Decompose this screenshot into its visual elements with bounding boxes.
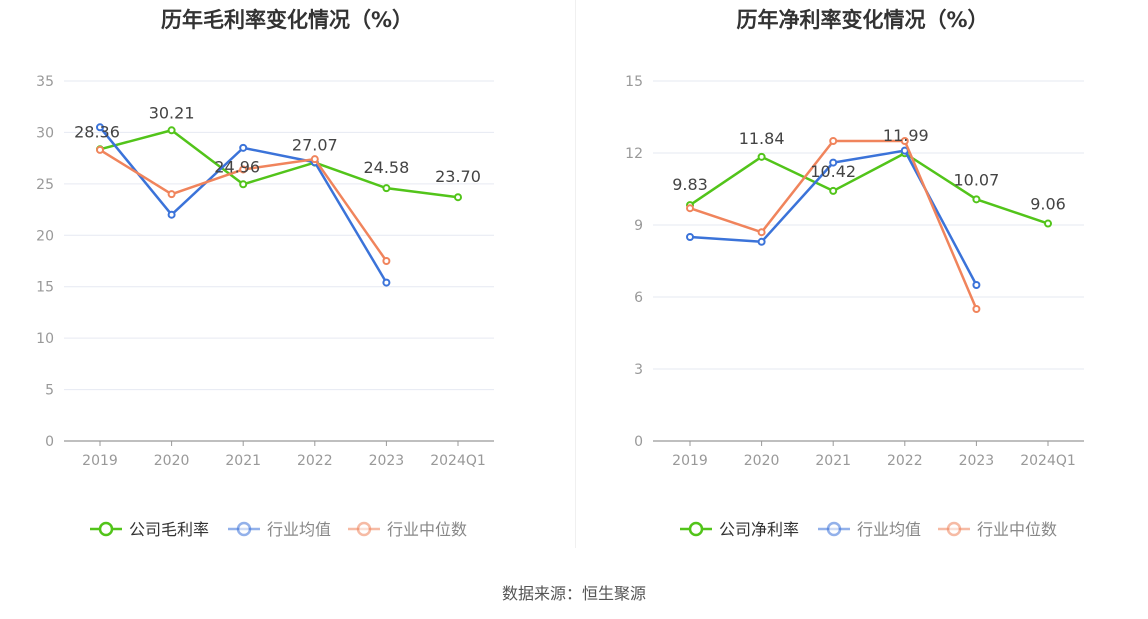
data-label: 9.83	[672, 175, 708, 194]
data-label: 30.21	[149, 103, 195, 122]
chart-title: 历年净利率变化情况（%）	[736, 8, 989, 32]
data-point	[239, 143, 248, 152]
data-point	[1044, 219, 1052, 228]
data-label: 23.70	[435, 167, 481, 186]
y-tick-label: 20	[36, 228, 54, 244]
data-point	[96, 123, 104, 132]
legend-label[interactable]: 行业中位数	[387, 520, 467, 539]
y-tick-label: 3	[634, 362, 643, 378]
data-point	[167, 126, 176, 135]
y-tick-label: 35	[36, 74, 54, 90]
data-point	[757, 237, 766, 246]
series-line-1	[689, 151, 1049, 225]
legend-marker-circle[interactable]	[356, 521, 372, 537]
data-point	[167, 210, 176, 219]
x-tick-label: 2021	[815, 453, 851, 469]
data-point	[900, 137, 909, 145]
data-point	[310, 155, 319, 164]
data-point	[972, 305, 981, 313]
legend-label[interactable]: 行业中位数	[977, 520, 1057, 539]
legend-label[interactable]: 行业均值	[267, 520, 331, 539]
x-tick-label: 2020	[744, 453, 780, 469]
x-tick-label: 2022	[887, 453, 923, 469]
legend-marker-circle[interactable]	[826, 521, 842, 537]
legend-label[interactable]: 公司毛利率	[129, 520, 209, 539]
data-label: 27.07	[292, 136, 338, 155]
data-point	[757, 152, 766, 161]
x-tick-label: 2020	[154, 453, 190, 469]
x-tick-label: 2023	[369, 453, 405, 469]
series-line-1	[99, 129, 459, 199]
data-label: 24.58	[363, 158, 409, 177]
x-tick-label: 2022	[297, 453, 333, 469]
data-point	[686, 233, 694, 241]
data-label: 11.84	[739, 129, 785, 148]
gross-margin-plot: 0 5 10 15 20 25 30 35 2019 2020 2021 2022 2023 2024Q1…	[36, 74, 494, 539]
y-tick-label: 15	[625, 74, 643, 90]
data-label: 28.36	[74, 122, 120, 141]
y-tick-label: 5	[45, 383, 54, 399]
chart-title: 历年毛利率变化情况（%）	[160, 8, 414, 32]
data-point	[686, 204, 694, 213]
data-point	[239, 180, 248, 189]
legend-marker-circle[interactable]	[946, 521, 962, 537]
data-point	[239, 165, 248, 174]
legend-label[interactable]: 公司净利率	[719, 520, 799, 539]
data-point	[382, 257, 391, 265]
data-point	[96, 145, 104, 154]
net-margin-chart: 历年净利率变化情况（%） 0 3 6 9 12 15 2019 2020 2021 2022 202…	[577, 0, 1148, 560]
y-tick-label: 15	[36, 280, 54, 296]
y-tick-label: 12	[625, 146, 643, 162]
data-label: 11.99	[883, 126, 929, 145]
data-point	[829, 186, 838, 195]
x-tick-label: 2019	[82, 453, 118, 469]
legend-marker-circle[interactable]	[236, 521, 252, 537]
y-tick-label: 0	[45, 434, 54, 450]
x-tick-label: 2024Q1	[1020, 453, 1076, 469]
gross-margin-chart: 历年毛利率变化情况（%） 0 5 10 15 20 25 30 35 2019 2020 2021 2…	[0, 0, 574, 560]
x-tick-label: 2019	[672, 453, 708, 469]
data-point	[382, 278, 391, 287]
data-point	[829, 137, 838, 145]
y-tick-label: 30	[36, 125, 54, 141]
x-tick-label: 2023	[959, 453, 995, 469]
data-point	[972, 195, 981, 204]
data-label: 10.42	[810, 162, 856, 181]
legend-label[interactable]: 行业均值	[857, 520, 921, 539]
data-point	[757, 228, 766, 237]
data-label: 9.06	[1030, 195, 1066, 214]
y-tick-label: 6	[634, 290, 643, 306]
x-tick-label: 2024Q1	[430, 453, 486, 469]
panel-divider	[575, 0, 576, 548]
x-tick-label: 2021	[225, 453, 261, 469]
legend-marker-circle[interactable]	[688, 521, 704, 537]
net-margin-plot: 0 3 6 9 12 15 2019 2020 2021 2022 2023 2024Q1 9.83 11…	[625, 74, 1084, 539]
data-point	[167, 190, 176, 199]
y-tick-label: 25	[36, 177, 54, 193]
data-point	[972, 281, 981, 289]
data-point	[454, 193, 462, 202]
y-tick-label: 10	[36, 331, 54, 347]
legend-marker-circle[interactable]	[98, 521, 114, 537]
y-tick-label: 0	[634, 434, 643, 450]
data-point	[382, 184, 391, 193]
data-point	[829, 158, 838, 167]
data-source-note: 数据来源：恒生聚源	[501, 584, 646, 603]
y-tick-label: 9	[634, 218, 643, 234]
data-label: 10.07	[953, 170, 999, 189]
data-label: 24.96	[214, 157, 260, 176]
